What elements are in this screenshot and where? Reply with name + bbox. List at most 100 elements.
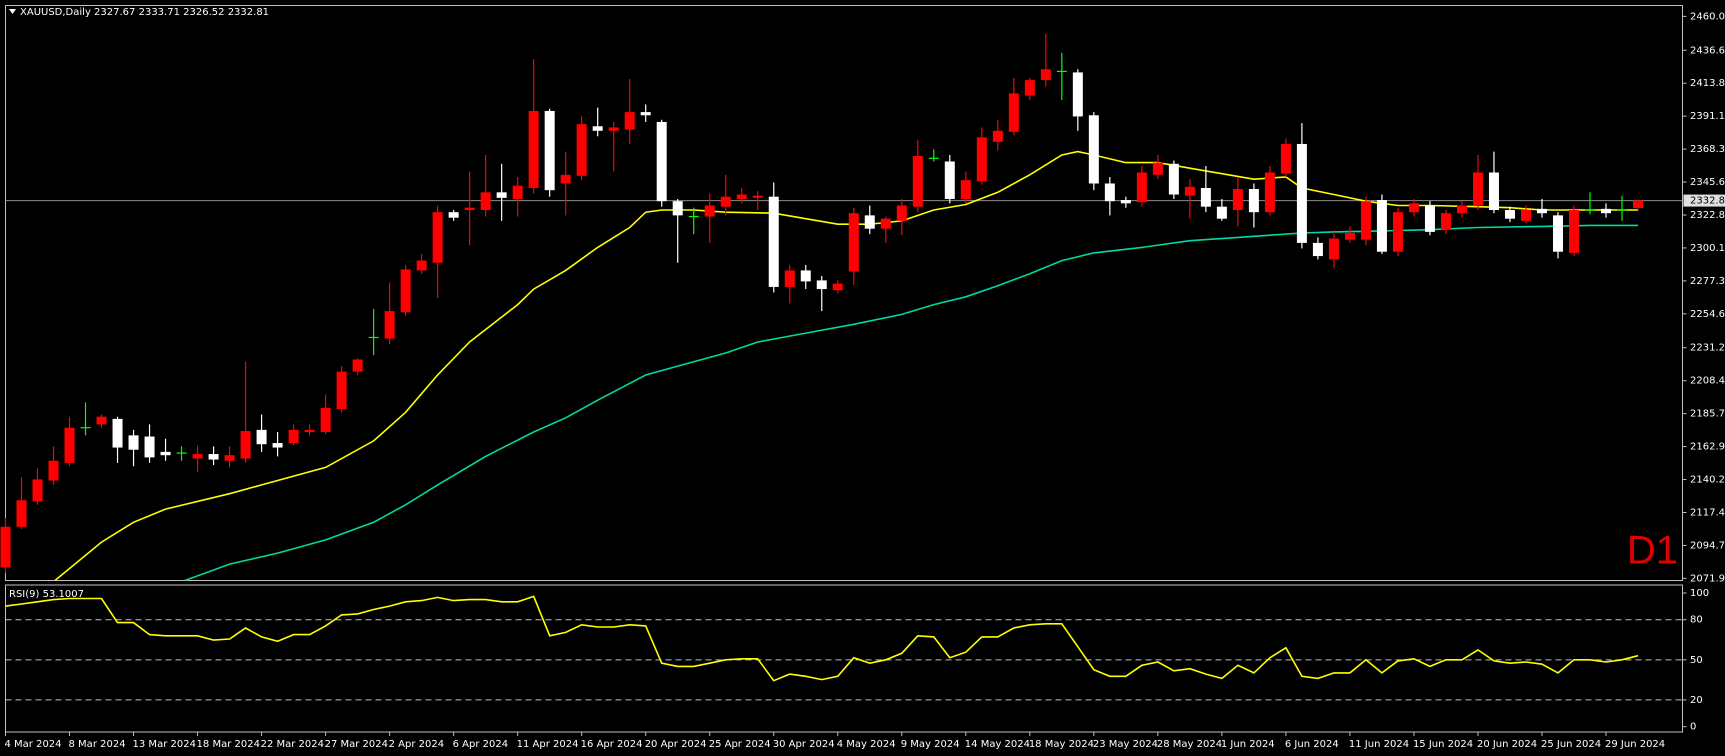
candle-body [1392,212,1403,252]
x-tick-label: 20 Apr 2024 [645,739,707,750]
y-tick-label: 0 [1690,722,1696,733]
candle-body [320,407,331,433]
rsi-line [5,595,1639,682]
candle-body [0,526,11,568]
candle-body [1024,80,1035,96]
candle-body [496,192,507,198]
candle-body [608,127,619,131]
candle-body [1008,93,1019,132]
y-tick-label: 2368.35 [1690,144,1725,155]
candle-body [208,454,219,460]
x-tick-label: 6 Apr 2024 [453,739,508,750]
candle-body [576,124,587,176]
rsi-panel-frame [5,584,1683,733]
y-tick-label: 2140.20 [1690,475,1725,486]
candle-body [896,205,907,221]
x-tick-label: 29 Jun 2024 [1605,739,1665,750]
symbol: XAUUSD,Daily [20,7,91,18]
candle-body [144,436,155,458]
candle-body [192,454,203,459]
candle-body [464,207,475,211]
candle-body [864,215,875,229]
candle-body [1152,162,1163,175]
candle-body [128,435,139,450]
candle-body [32,479,43,502]
candle-body [1568,210,1579,253]
candle-body [672,201,683,216]
candle-body [768,196,779,287]
x-tick-label: 20 Jun 2024 [1477,739,1537,750]
x-tick-label: 2 Apr 2024 [389,739,444,750]
x-tick-label: 15 Jun 2024 [1413,739,1473,750]
y-tick-label: 20 [1690,695,1703,706]
candle-body [1072,72,1083,117]
chart-header: XAUUSD,Daily 2327.67 2333.71 2326.52 233… [20,7,269,18]
x-tick-label: 8 Mar 2024 [69,739,126,750]
y-tick-label: 2231.20 [1690,343,1725,354]
rsi-title: RSI(9) [9,589,40,600]
x-tick-label: 9 May 2024 [901,739,960,750]
candle-body [240,431,251,459]
candle-body [1424,205,1435,232]
candle-body [480,192,491,211]
menu-triangle [9,9,16,14]
x-tick-label: 18 Mar 2024 [197,739,260,750]
y-tick-label: 2094.70 [1690,540,1725,551]
candle-body [944,161,955,200]
candle-body [1296,143,1307,243]
y-tick-label: 2436.60 [1690,45,1725,56]
x-tick-label: 1 Jun 2024 [1221,739,1275,750]
y-tick-label: 2071.95 [1690,573,1725,584]
candle-body [448,212,459,218]
x-tick-label: 23 May 2024 [1093,739,1158,750]
candle-body [720,196,731,207]
y-tick-label: 80 [1690,615,1703,626]
candle-body [64,427,75,463]
candle-body [1184,186,1195,196]
candle-body [1344,233,1355,240]
candle-body [1136,172,1147,203]
candle-body [1280,143,1291,174]
x-tick-label: 22 Mar 2024 [261,739,324,750]
candle-body [736,194,747,200]
candle-body [1601,208,1611,214]
x-tick-label: 11 Jun 2024 [1349,739,1409,750]
y-tick-label: 2254.60 [1690,309,1725,320]
y-tick-label: 2413.85 [1690,78,1725,89]
candle-body [1248,189,1259,213]
candle-body [1440,213,1451,230]
open: 2327.67 [94,7,135,18]
last-price-label: 2332.81 [1690,196,1725,207]
candle-body [992,130,1003,142]
candle-body [96,416,107,425]
candle-body [1328,238,1339,260]
x-tick-label: 13 Mar 2024 [133,739,196,750]
candle-body [1120,200,1131,204]
x-tick-label: 11 Apr 2024 [517,739,579,750]
close: 2332.81 [228,7,269,18]
y-tick-label: 2277.35 [1690,276,1725,287]
candle-body [256,429,267,445]
rsi-last: 53.1007 [43,589,84,600]
candle-body [288,429,299,444]
candle-body [960,180,971,200]
candle-body [48,460,59,481]
x-tick-label: 25 Jun 2024 [1541,739,1601,750]
y-tick-label: 2117.45 [1690,507,1725,518]
candle-body [512,185,523,200]
x-tick-label: 4 Mar 2024 [5,739,62,750]
y-tick-label: 50 [1690,655,1703,666]
y-tick-label: 2162.95 [1690,442,1725,453]
candle-body [816,280,827,290]
x-tick-label: 18 May 2024 [1029,739,1094,750]
candle-body [1216,206,1227,219]
candle-body [272,443,283,448]
candle-body [544,110,555,191]
candle-body [1088,115,1099,184]
candle-body [1504,210,1515,219]
candle-body [832,283,843,291]
candle-body [304,429,315,433]
candle-body [1104,183,1115,202]
candle-body [112,418,123,448]
